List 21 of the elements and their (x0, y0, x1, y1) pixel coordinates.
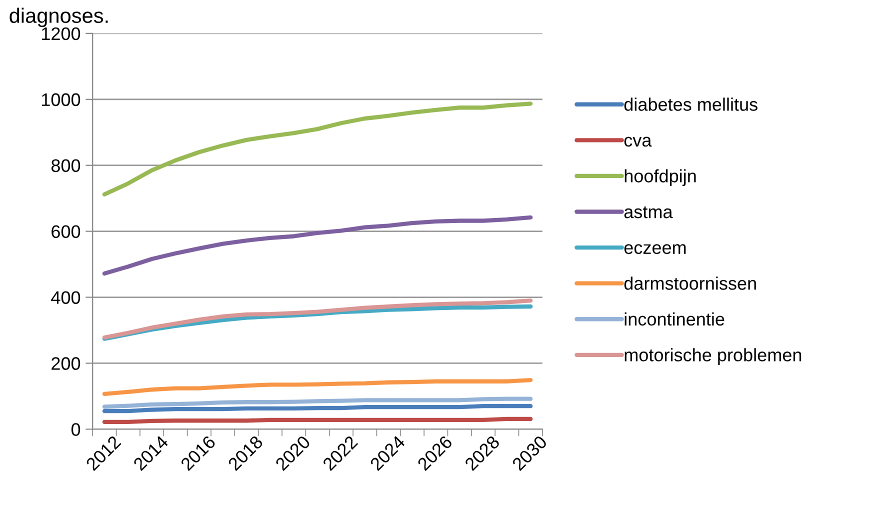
line-series (102, 215, 533, 276)
y-tick-label: 0 (71, 423, 80, 436)
legend-label: darmstoornissen (624, 276, 756, 290)
legend-label: astma (624, 206, 673, 218)
legend-label: diabetes mellitus (624, 98, 758, 111)
y-tick-label: 800 (51, 159, 80, 172)
y-tick-label: 1000 (42, 93, 80, 106)
y-tick-label: 200 (52, 357, 80, 370)
legend-label: hoofdpijn (624, 169, 696, 186)
legend-label: cva (624, 136, 652, 147)
legend-label: incontinentie (624, 312, 724, 326)
line-series (102, 396, 533, 409)
line-series (102, 298, 533, 340)
y-tick-label: 600 (52, 225, 80, 238)
legend-label: motorische problemen (624, 348, 802, 365)
line-series (102, 378, 533, 396)
legend-label: eczeem (624, 244, 686, 254)
y-tick-label: 400 (51, 291, 80, 304)
y-tick-label: 1200 (42, 27, 80, 40)
line-series (102, 102, 533, 196)
text: diagnoses. (10, 8, 108, 28)
